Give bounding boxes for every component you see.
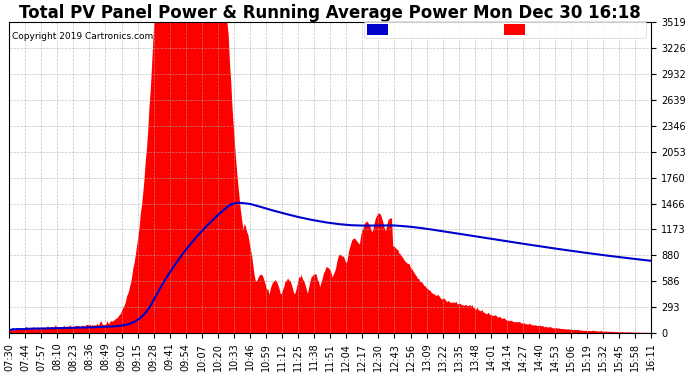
Legend: Average (DC Watts), PV Panels (DC Watts): Average (DC Watts), PV Panels (DC Watts) <box>364 21 646 38</box>
Title: Total PV Panel Power & Running Average Power Mon Dec 30 16:18: Total PV Panel Power & Running Average P… <box>19 4 641 22</box>
Text: Copyright 2019 Cartronics.com: Copyright 2019 Cartronics.com <box>12 32 154 40</box>
